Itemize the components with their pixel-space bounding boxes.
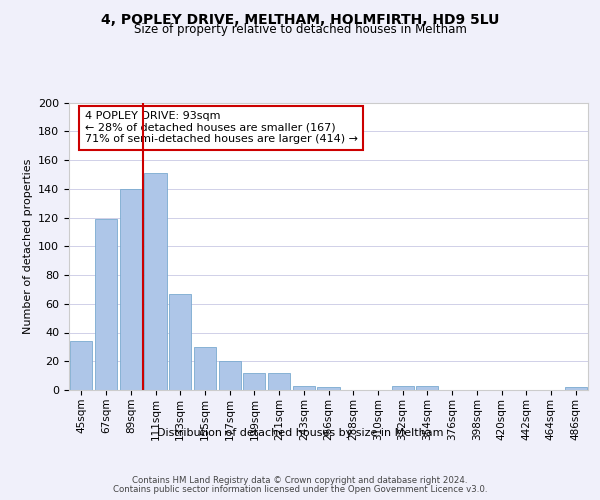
- Bar: [416, 386, 439, 390]
- Bar: [194, 347, 216, 390]
- Text: Contains public sector information licensed under the Open Government Licence v3: Contains public sector information licen…: [113, 485, 487, 494]
- Bar: [145, 173, 167, 390]
- Bar: [268, 373, 290, 390]
- Text: Distribution of detached houses by size in Meltham: Distribution of detached houses by size …: [157, 428, 443, 438]
- Bar: [169, 294, 191, 390]
- Bar: [243, 373, 265, 390]
- Bar: [70, 341, 92, 390]
- Bar: [293, 386, 315, 390]
- Text: 4, POPLEY DRIVE, MELTHAM, HOLMFIRTH, HD9 5LU: 4, POPLEY DRIVE, MELTHAM, HOLMFIRTH, HD9…: [101, 12, 499, 26]
- Bar: [565, 387, 587, 390]
- Y-axis label: Number of detached properties: Number of detached properties: [23, 158, 32, 334]
- Bar: [392, 386, 414, 390]
- Text: Size of property relative to detached houses in Meltham: Size of property relative to detached ho…: [134, 22, 466, 36]
- Text: Contains HM Land Registry data © Crown copyright and database right 2024.: Contains HM Land Registry data © Crown c…: [132, 476, 468, 485]
- Bar: [95, 219, 117, 390]
- Bar: [218, 361, 241, 390]
- Bar: [119, 188, 142, 390]
- Bar: [317, 387, 340, 390]
- Text: 4 POPLEY DRIVE: 93sqm
← 28% of detached houses are smaller (167)
71% of semi-det: 4 POPLEY DRIVE: 93sqm ← 28% of detached …: [85, 111, 358, 144]
